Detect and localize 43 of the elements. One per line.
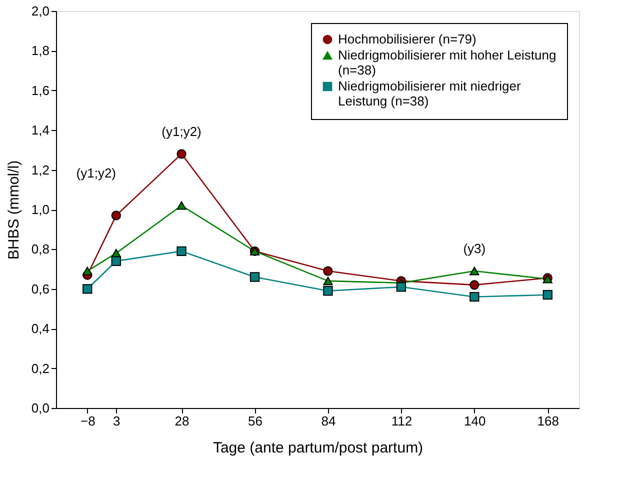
y-tick-label: 1,8	[31, 43, 50, 58]
annotation: (y3)	[463, 241, 486, 256]
legend-label: Hochmobilisierer (n=79)	[338, 32, 476, 46]
x-tick-label: 84	[321, 414, 336, 428]
y-tick-label: 1,6	[31, 82, 50, 98]
y-tick-label: 1,4	[31, 122, 50, 138]
point	[470, 266, 480, 276]
annotation: (y1;y2)	[76, 165, 116, 180]
y-tick-label: 2,0	[31, 4, 50, 18]
x-tick-label: 3	[113, 414, 120, 428]
y-axis-title: BHBS (mmol/l)	[5, 160, 22, 260]
point	[470, 292, 480, 302]
point	[323, 276, 333, 286]
legend-label: Niedrigmobilisierer mit hoher Leistung (n=38)	[338, 48, 556, 78]
point	[176, 246, 186, 256]
legend-label: Niedrigmobilisierer mit niedriger Leistung (n=38)	[338, 78, 522, 108]
point	[111, 256, 121, 266]
x-tick-label: 112	[391, 414, 412, 428]
x-axis-title: Tage (ante partum/post partum)	[212, 440, 424, 456]
point	[111, 210, 121, 220]
y-tick-label: 0,0	[31, 400, 50, 416]
y-tick-label: 0,8	[31, 242, 50, 257]
point	[396, 282, 406, 292]
point	[82, 266, 92, 276]
point	[470, 280, 480, 290]
point	[82, 284, 92, 294]
y-tick-label: 1,0	[31, 202, 50, 217]
x-tick-label: 56	[248, 414, 262, 428]
point	[176, 201, 186, 210]
y-tick-label: 0,4	[31, 321, 50, 336]
point	[250, 272, 260, 282]
point	[176, 149, 186, 159]
point	[323, 266, 333, 276]
y-tick-label: 1,2	[31, 162, 50, 178]
x-tick-label: −8	[80, 414, 96, 428]
x-tick-label: 168	[537, 414, 559, 428]
y-tick-label: 0,6	[31, 281, 50, 296]
x-tick-label: 28	[174, 414, 190, 428]
y-tick-label: 0,2	[31, 360, 50, 376]
point	[542, 290, 552, 300]
x-tick-label: 140	[464, 414, 486, 428]
annotation: (y1;y2)	[162, 124, 202, 139]
point	[323, 286, 333, 296]
